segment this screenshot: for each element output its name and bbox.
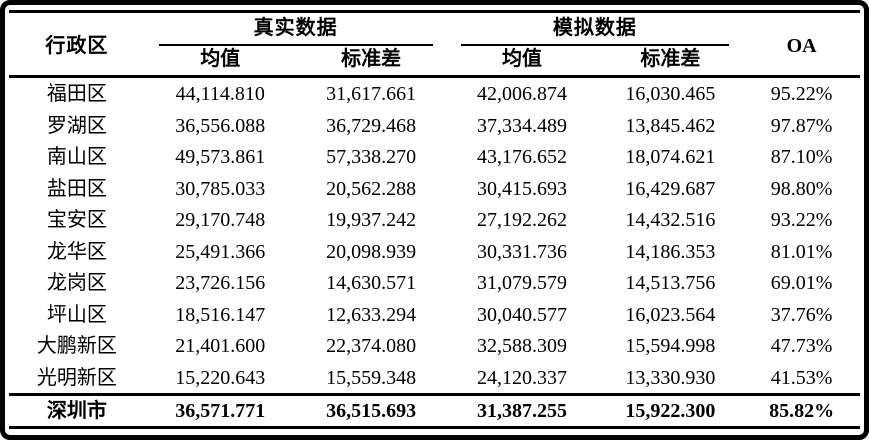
real-std-cell: 15,559.348: [326, 366, 417, 389]
district-cell: 南山区: [46, 146, 107, 168]
table-row: 大鹏新区 21,401.600 22,374.080 32,588.309 15…: [9, 330, 860, 362]
oa-cell: 37.76%: [770, 303, 833, 326]
sim-mean-cell: 30,415.693: [476, 177, 567, 200]
header-real-group: 真实数据: [144, 10, 447, 46]
sim-std-cell: 14,432.516: [625, 209, 716, 231]
header-sim-std: 标准差: [597, 46, 744, 78]
total-oa-cell: 85.82%: [743, 393, 860, 429]
table-header: 行政区 真实数据 模拟数据 OA 均值 标准差 均值 标准差: [9, 10, 860, 78]
table-row: 坪山区 18,516.147 12,633.294 30,040.577 16,…: [9, 299, 860, 331]
sim-std-cell: 16,030.465: [625, 83, 716, 105]
sim-mean-cell: 30,040.577: [476, 303, 567, 326]
oa-cell: 98.80%: [770, 177, 833, 200]
header-sim-mean: 均值: [446, 46, 598, 78]
real-std-cell: 31,617.661: [326, 83, 417, 105]
total-sim-mean-cell: 31,387.255: [446, 393, 598, 429]
district-cell: 坪山区: [46, 303, 107, 326]
district-cell: 光明新区: [36, 366, 117, 389]
sim-std-cell: 18,074.621: [625, 146, 716, 168]
real-std-cell: 36,729.468: [326, 114, 417, 137]
real-mean-cell: 23,726.156: [175, 272, 266, 294]
table-row: 龙华区 25,491.366 20,098.939 30,331.736 14,…: [9, 236, 860, 268]
sim-std-cell: 15,594.998: [625, 335, 716, 357]
sim-mean-cell: 27,192.262: [476, 209, 567, 231]
total-row: 深圳市 36,571.771 36,515.693 31,387.255 15,…: [9, 393, 860, 429]
table-row: 龙岗区 23,726.156 14,630.571 31,079.579 14,…: [9, 267, 860, 299]
total-sim-std-cell: 15,922.300: [597, 393, 744, 429]
oa-cell: 69.01%: [770, 272, 833, 294]
real-std-cell: 19,937.242: [326, 209, 417, 231]
oa-cell: 93.22%: [770, 209, 833, 231]
oa-cell: 81.01%: [770, 240, 833, 263]
header-oa: OA: [743, 10, 860, 78]
table-row: 福田区 44,114.810 31,617.661 42,006.874 16,…: [9, 77, 860, 110]
header-sim-group-label: 模拟数据: [460, 17, 730, 46]
sim-std-cell: 13,845.462: [625, 114, 716, 137]
real-mean-cell: 15,220.643: [175, 366, 266, 389]
real-mean-cell: 49,573.861: [175, 146, 266, 168]
real-mean-cell: 30,785.033: [175, 177, 266, 200]
real-mean-cell: 44,114.810: [175, 83, 265, 105]
oa-cell: 87.10%: [770, 146, 833, 168]
sim-std-cell: 14,186.353: [625, 240, 716, 263]
district-statistics-table: 行政区 真实数据 模拟数据 OA 均值 标准差 均值 标准差 福田区 44,11…: [9, 10, 860, 429]
district-cell: 罗湖区: [46, 114, 107, 137]
header-real-mean: 均值: [144, 46, 296, 78]
real-std-cell: 14,630.571: [326, 272, 417, 294]
oa-cell: 41.53%: [770, 366, 833, 389]
header-sim-group: 模拟数据: [446, 10, 744, 46]
total-real-mean-cell: 36,571.771: [144, 393, 296, 429]
table-footer: 深圳市 36,571.771 36,515.693 31,387.255 15,…: [9, 393, 860, 429]
real-mean-cell: 29,170.748: [175, 209, 266, 231]
oa-cell: 97.87%: [770, 114, 833, 137]
real-mean-cell: 18,516.147: [175, 303, 266, 326]
table-row: 盐田区 30,785.033 20,562.288 30,415.693 16,…: [9, 173, 860, 205]
real-std-cell: 20,098.939: [326, 240, 417, 263]
sim-mean-cell: 37,334.489: [476, 114, 567, 137]
sim-mean-cell: 43,176.652: [476, 146, 567, 168]
district-cell: 盐田区: [46, 177, 107, 200]
sim-mean-cell: 31,079.579: [476, 272, 567, 294]
district-cell: 福田区: [46, 83, 107, 105]
oa-cell: 47.73%: [770, 335, 833, 357]
table-row: 罗湖区 36,556.088 36,729.468 37,334.489 13,…: [9, 110, 860, 142]
district-cell: 龙华区: [46, 240, 107, 263]
total-real-std-cell: 36,515.693: [295, 393, 447, 429]
district-cell: 宝安区: [46, 209, 107, 231]
real-mean-cell: 36,556.088: [175, 114, 266, 137]
header-group-row: 行政区 真实数据 模拟数据 OA: [9, 10, 860, 78]
district-cell: 大鹏新区: [36, 335, 117, 357]
total-district-cell: 深圳市: [9, 393, 145, 429]
table-row: 南山区 49,573.861 57,338.270 43,176.652 18,…: [9, 141, 860, 173]
header-real-group-label: 真实数据: [158, 17, 433, 46]
real-std-cell: 57,338.270: [326, 146, 417, 168]
sim-std-cell: 13,330.930: [625, 366, 716, 389]
real-mean-cell: 21,401.600: [175, 335, 266, 357]
sim-mean-cell: 32,588.309: [476, 335, 567, 357]
real-std-cell: 12,633.294: [326, 303, 417, 326]
table-row: 光明新区 15,220.643 15,559.348 24,120.337 13…: [9, 362, 860, 395]
sim-mean-cell: 24,120.337: [476, 366, 567, 389]
sim-std-cell: 16,023.564: [625, 303, 716, 326]
real-mean-cell: 25,491.366: [175, 240, 266, 263]
real-std-cell: 22,374.080: [326, 335, 417, 357]
sim-std-cell: 14,513.756: [625, 272, 716, 294]
oa-cell: 95.22%: [770, 83, 833, 105]
sim-mean-cell: 30,331.736: [476, 240, 567, 263]
header-district: 行政区: [9, 10, 145, 78]
sim-mean-cell: 42,006.874: [476, 83, 567, 105]
table-body: 福田区 44,114.810 31,617.661 42,006.874 16,…: [9, 77, 860, 395]
header-sub-row: 均值 标准差 均值 标准差: [9, 46, 860, 78]
header-real-std: 标准差: [295, 46, 447, 78]
sim-std-cell: 16,429.687: [625, 177, 716, 200]
table-row: 宝安区 29,170.748 19,937.242 27,192.262 14,…: [9, 204, 860, 236]
district-cell: 龙岗区: [46, 272, 107, 294]
real-std-cell: 20,562.288: [326, 177, 417, 200]
